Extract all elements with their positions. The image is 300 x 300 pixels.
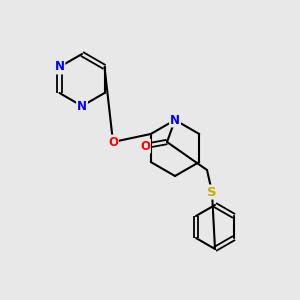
- Text: O: O: [140, 140, 150, 152]
- Text: N: N: [77, 100, 87, 112]
- Text: N: N: [55, 61, 64, 74]
- Text: O: O: [108, 136, 118, 148]
- Text: S: S: [207, 185, 217, 199]
- Text: N: N: [170, 113, 180, 127]
